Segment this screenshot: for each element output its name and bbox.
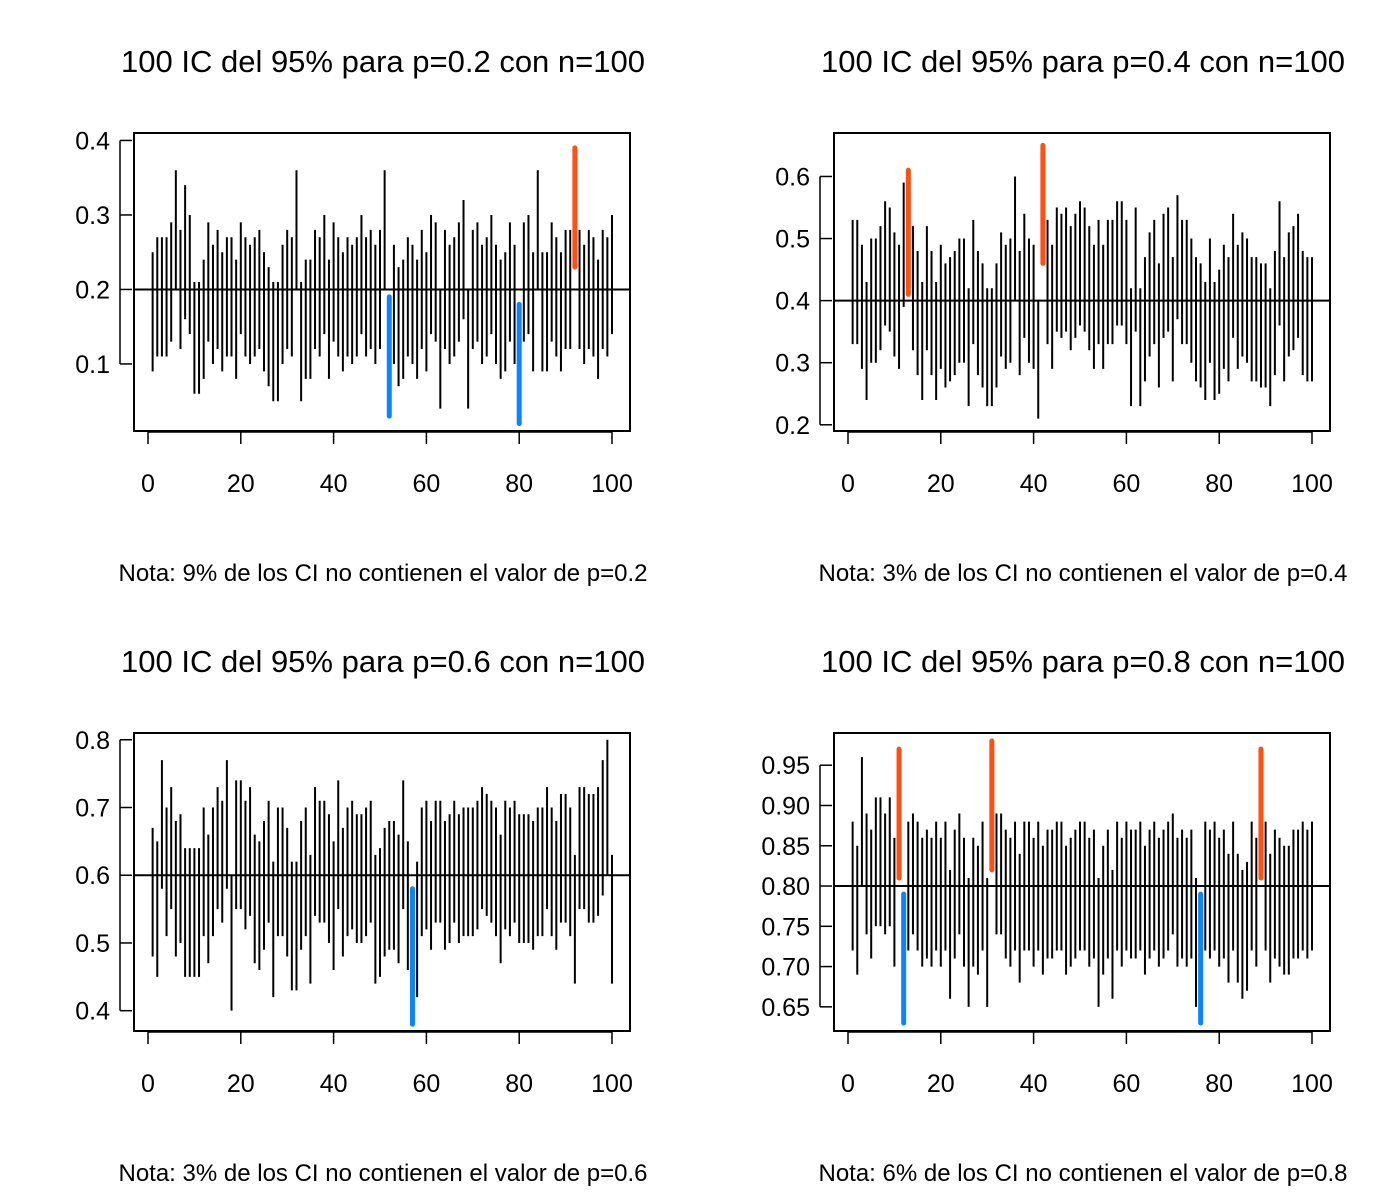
x-tick-label: 20 — [227, 1070, 255, 1098]
chart-note: Nota: 3% de los CI no contienen el valor… — [118, 1160, 648, 1187]
chart-note: Nota: 6% de los CI no contienen el valor… — [818, 1160, 1348, 1187]
x-tick-label: 100 — [591, 1070, 633, 1098]
x-tick-label: 80 — [505, 470, 533, 498]
x-tick-label: 80 — [505, 1070, 533, 1098]
x-tick-label: 40 — [320, 1070, 348, 1098]
y-tick-label: 0.75 — [761, 913, 810, 941]
y-tick-label: 0.4 — [75, 998, 110, 1026]
chart-panel-p06: 100 IC del 95% para p=0.6 con n=100 0.4 0… — [0, 600, 700, 1200]
x-tick-label: 60 — [412, 470, 440, 498]
y-tick-label: 0.6 — [75, 862, 110, 890]
x-tick-label: 100 — [591, 470, 633, 498]
x-tick-label: 80 — [1205, 1070, 1233, 1098]
y-tick-label: 0.90 — [761, 792, 810, 820]
chart-panel-p02: 100 IC del 95% para p=0.2 con n=100 0.1 0… — [0, 0, 700, 600]
x-tick-label: 100 — [1291, 1070, 1333, 1098]
interval-plot: 0.4 0.5 0.6 0.7 0.8 0 20 40 60 80 100 — [75, 727, 633, 1098]
interval-plot: 0.1 0.2 0.3 0.4 0 20 40 60 80 100 — [75, 127, 633, 498]
plot-frame — [133, 732, 631, 1032]
chart-title: 100 IC del 95% para p=0.8 con n=100 — [821, 644, 1345, 679]
y-tick-label: 0.2 — [775, 412, 810, 440]
chart-note: Nota: 3% de los CI no contienen el valor… — [818, 560, 1348, 587]
x-tick-label: 0 — [841, 470, 855, 498]
chart-panel-p08: 100 IC del 95% para p=0.8 con n=100 0.65… — [700, 600, 1400, 1200]
interval-plot: 0.2 0.3 0.4 0.5 0.6 0 20 40 60 80 100 — [775, 132, 1333, 498]
x-tick-label: 80 — [1205, 470, 1233, 498]
x-tick-label: 40 — [1020, 1070, 1048, 1098]
chart-note: Nota: 9% de los CI no contienen el valor… — [118, 560, 648, 587]
y-tick-label: 0.6 — [775, 163, 810, 191]
y-tick-label: 0.3 — [75, 202, 110, 230]
y-tick-label: 0.65 — [761, 994, 810, 1022]
y-tick-label: 0.70 — [761, 954, 810, 982]
y-tick-label: 0.4 — [775, 288, 810, 316]
interval-plot: 0.65 0.70 0.75 0.80 0.85 0.90 0.95 0 20 40 60 80 100 — [761, 732, 1333, 1098]
x-tick-label: 100 — [1291, 470, 1333, 498]
plot-frame — [833, 732, 1331, 1032]
chart-title: 100 IC del 95% para p=0.2 con n=100 — [121, 44, 645, 79]
x-tick-label: 60 — [1112, 1070, 1140, 1098]
y-tick-label: 0.95 — [761, 752, 810, 780]
plot-frame — [133, 132, 631, 432]
chart-title: 100 IC del 95% para p=0.6 con n=100 — [121, 644, 645, 679]
x-tick-label: 0 — [841, 1070, 855, 1098]
y-tick-label: 0.8 — [75, 727, 110, 755]
x-tick-label: 60 — [1112, 470, 1140, 498]
chart-panel-p04: 100 IC del 95% para p=0.4 con n=100 0.2 0… — [700, 0, 1400, 600]
y-tick-label: 0.4 — [75, 127, 110, 155]
plot-frame — [833, 132, 1331, 432]
y-tick-label: 0.80 — [761, 873, 810, 901]
y-tick-label: 0.5 — [75, 930, 110, 958]
y-tick-label: 0.85 — [761, 833, 810, 861]
x-tick-label: 40 — [320, 470, 348, 498]
x-tick-label: 0 — [141, 470, 155, 498]
x-tick-label: 40 — [1020, 470, 1048, 498]
y-tick-label: 0.5 — [775, 226, 810, 254]
y-tick-label: 0.2 — [75, 276, 110, 304]
x-tick-label: 20 — [227, 470, 255, 498]
x-tick-label: 60 — [412, 1070, 440, 1098]
y-tick-label: 0.3 — [775, 350, 810, 378]
y-tick-label: 0.1 — [75, 351, 110, 379]
x-tick-label: 0 — [141, 1070, 155, 1098]
chart-title: 100 IC del 95% para p=0.4 con n=100 — [821, 44, 1345, 79]
y-tick-label: 0.7 — [75, 795, 110, 823]
x-tick-label: 20 — [927, 470, 955, 498]
x-tick-label: 20 — [927, 1070, 955, 1098]
